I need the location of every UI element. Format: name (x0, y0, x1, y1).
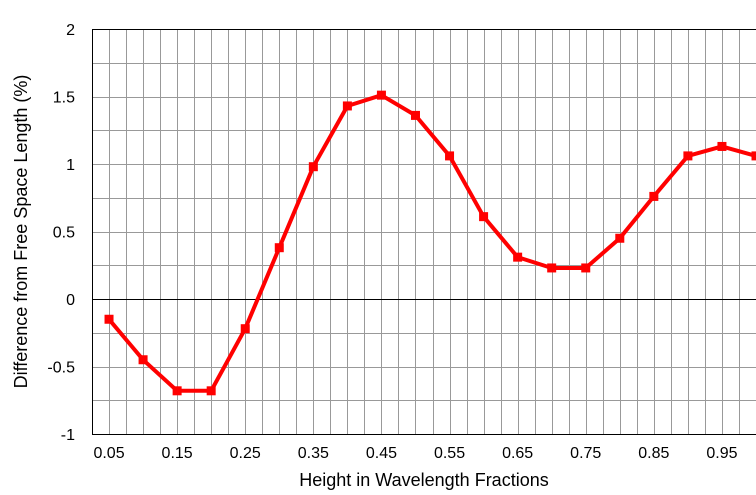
data-point-marker (342, 101, 352, 111)
series-layer (104, 90, 756, 396)
data-point-marker (172, 386, 182, 396)
data-point-marker (479, 212, 489, 222)
data-point-marker (581, 263, 591, 273)
data-point-marker (104, 314, 114, 324)
x-tick-label: 0.65 (502, 445, 533, 462)
x-tick-label: 0.85 (638, 445, 669, 462)
data-point-marker (206, 386, 216, 396)
x-tick-label: 0.05 (93, 445, 124, 462)
grid (92, 29, 756, 435)
x-tick-label: 0.95 (706, 445, 737, 462)
data-point-marker (683, 151, 693, 161)
data-point-marker (547, 263, 557, 273)
y-tick-label: 0.5 (53, 225, 75, 242)
data-point-marker (445, 151, 455, 161)
x-tick-labels: 0.05 0.15 0.25 0.35 0.45 0.55 0.65 0.75 0.85 0.95 (93, 445, 737, 462)
x-tick-label: 0.25 (230, 445, 261, 462)
data-point-marker (717, 141, 727, 151)
data-point-marker (274, 243, 284, 253)
data-point-marker (138, 355, 148, 365)
x-tick-label: 0.55 (434, 445, 465, 462)
y-tick-label: 1.5 (53, 90, 75, 107)
series-line (107, 93, 756, 393)
y-axis-title: Difference from Free Space Length (%) (11, 75, 31, 389)
data-point-marker (240, 324, 250, 334)
data-point-marker (410, 110, 420, 120)
data-point-marker (308, 162, 318, 172)
data-point-marker (751, 151, 756, 161)
x-tick-label: 0.35 (298, 445, 329, 462)
y-tick-label: 1 (66, 157, 75, 174)
x-tick-label: 0.15 (162, 445, 193, 462)
x-tick-label: 0.45 (366, 445, 397, 462)
data-point-marker (649, 191, 659, 201)
x-axis-title: Height in Wavelength Fractions (299, 470, 548, 490)
y-tick-label: -1 (61, 427, 75, 444)
y-tick-label: 0 (66, 292, 75, 309)
plot-frame (92, 29, 756, 435)
y-tick-label: 2 (66, 22, 75, 39)
y-tick-label: -0.5 (47, 360, 75, 377)
x-tick-label: 0.75 (570, 445, 601, 462)
data-point-marker (376, 90, 386, 100)
data-point-marker (615, 233, 625, 243)
data-point-marker (513, 252, 523, 262)
y-tick-labels: 2 1.5 1 0.5 0 -0.5 -1 (47, 22, 75, 444)
